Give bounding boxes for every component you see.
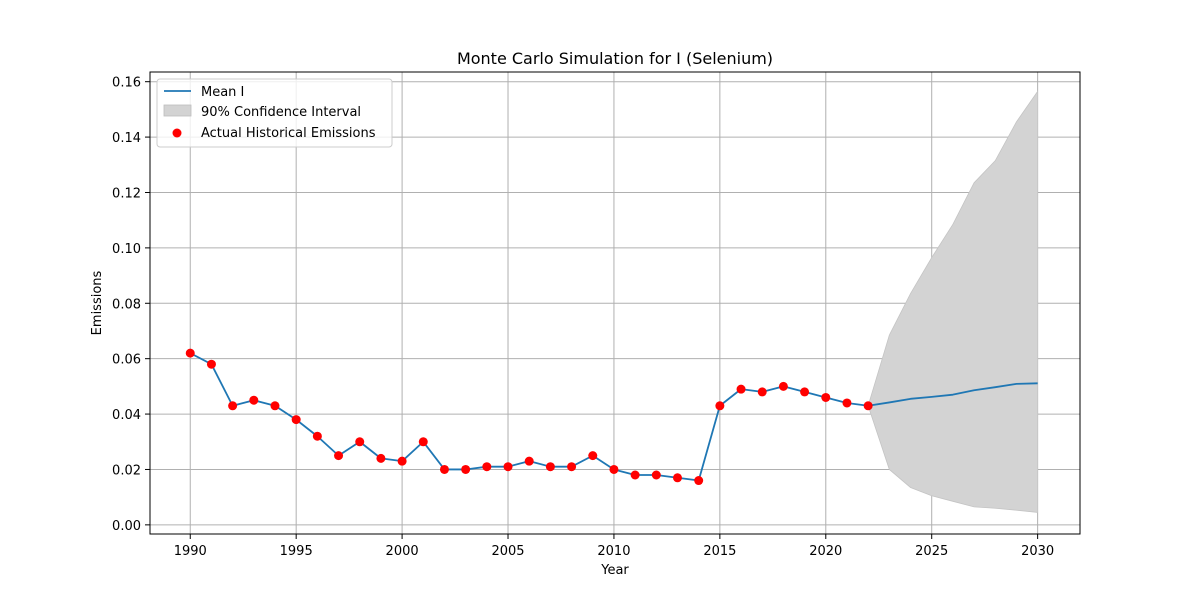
x-tick-label: 2010 [597,544,630,559]
legend-band-label: 90% Confidence Interval [201,105,361,120]
y-tick-label: 0.10 [112,242,141,257]
x-tick-label: 2020 [809,544,842,559]
historical-emission-point [461,464,471,474]
historical-emission-point [651,470,661,480]
chart-title: Monte Carlo Simulation for I (Selenium) [457,49,773,68]
y-tick-label: 0.06 [112,353,141,368]
historical-emission-point [778,381,788,391]
historical-emission-point [185,348,195,358]
confidence-band-layer [867,90,1039,513]
historical-emission-point [503,462,513,472]
x-tick-label: 2030 [1021,544,1054,559]
x-tick-label: 2025 [915,544,948,559]
historical-emission-point [249,395,259,405]
historical-emission-point [863,401,873,411]
historical-emission-point [334,451,344,461]
y-tick-label: 0.12 [112,186,141,201]
x-axis-label: Year [600,563,629,578]
historical-emission-point [800,387,810,397]
historical-emission-point [736,384,746,394]
x-axis-ticks: 1990 1995 2000 2005 2010 2015 2020 2025 2030 [174,534,1054,559]
y-tick-label: 0.14 [112,131,141,146]
x-tick-label: 2015 [703,544,736,559]
historical-emission-point [482,462,492,472]
y-tick-label: 0.02 [112,463,141,478]
historical-emission-point [270,401,280,411]
historical-emission-point [397,456,407,466]
y-axis-ticks: 0.00 0.02 0.04 0.06 0.08 0.10 0.12 0.14 0.16 [112,76,150,534]
legend-band-swatch [163,104,192,117]
historical-emission-point [206,359,216,369]
historical-emission-point [312,431,322,441]
legend-scatter-label: Actual Historical Emissions [201,126,376,141]
x-tick-label: 1990 [174,544,207,559]
y-tick-label: 0.16 [112,76,141,91]
historical-emission-point [355,437,365,447]
historical-emission-point [228,401,238,411]
historical-emission-point [291,415,301,425]
historical-emission-point [439,464,449,474]
legend-mean-label: Mean I [201,85,244,100]
historical-points-layer [185,348,873,486]
legend-scatter-swatch [172,128,182,138]
legend: Mean I 90% Confidence Interval Actual Hi… [156,78,393,148]
y-tick-label: 0.04 [112,408,141,423]
historical-emission-point [757,387,767,397]
x-tick-label: 1995 [280,544,313,559]
y-tick-label: 0.00 [112,519,141,534]
historical-emission-point [630,470,640,480]
historical-emission-point [821,392,831,402]
confidence-interval-band [867,90,1039,513]
historical-emission-point [588,451,598,461]
x-tick-label: 2000 [386,544,419,559]
historical-emission-point [842,398,852,408]
historical-emission-point [524,456,534,466]
x-tick-label: 2005 [491,544,524,559]
legend-box [156,78,393,148]
historical-emission-point [567,462,577,472]
historical-emission-point [418,437,428,447]
historical-emission-point [376,453,386,463]
y-tick-label: 0.08 [112,297,141,312]
historical-emission-point [672,473,682,483]
historical-emission-point [694,476,704,486]
historical-emission-point [609,464,619,474]
historical-emission-point [545,462,555,472]
historical-emission-point [715,401,725,411]
y-axis-label: Emissions [90,270,105,335]
